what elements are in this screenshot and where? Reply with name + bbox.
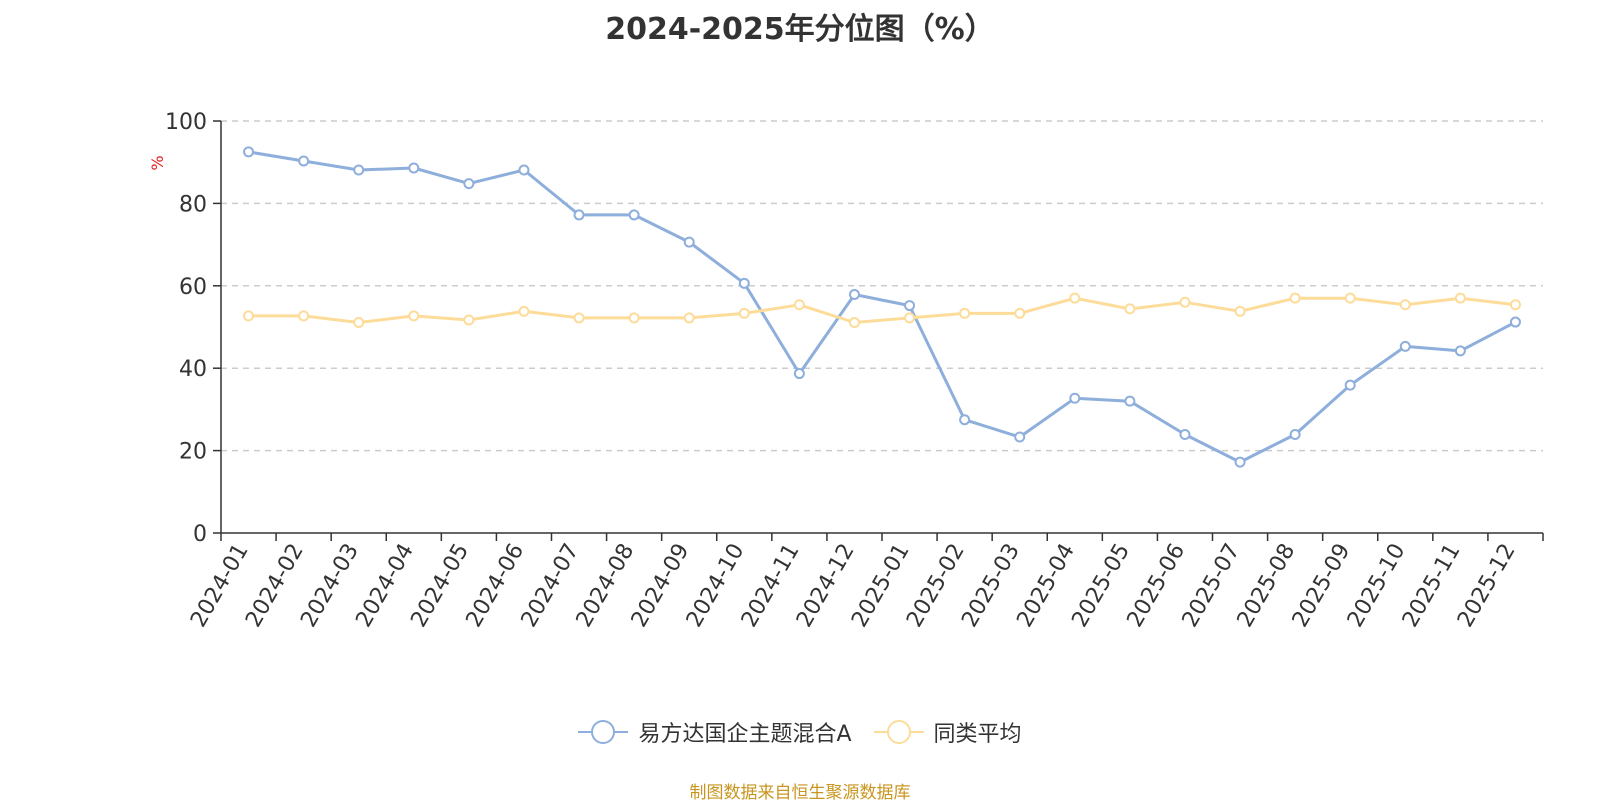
data-point — [738, 277, 750, 289]
axes — [213, 120, 1544, 541]
data-point — [408, 310, 420, 322]
data-point — [573, 209, 585, 221]
y-tick-label: 60 — [179, 275, 207, 300]
legend: 易方达国企主题混合A 同类平均 — [0, 712, 1600, 752]
data-point — [1399, 299, 1411, 311]
data-point — [1454, 292, 1466, 304]
legend-item-fund[interactable]: 易方达国企主题混合A — [578, 716, 852, 748]
data-point — [848, 288, 860, 300]
data-point — [353, 164, 365, 176]
data-source-note: 制图数据来自恒生聚源数据库 — [689, 783, 911, 803]
data-point — [1234, 456, 1246, 468]
data-point — [1454, 345, 1466, 357]
legend-marker-average-icon — [873, 720, 924, 744]
y-tick-label: 100 — [165, 110, 207, 135]
data-point — [1509, 316, 1521, 328]
data-point — [1124, 303, 1136, 315]
data-point — [1509, 299, 1521, 311]
series-lines — [243, 146, 1521, 468]
legend-label-average: 同类平均 — [933, 722, 1022, 747]
data-point — [298, 310, 310, 322]
data-point — [959, 307, 971, 319]
series-line-1 — [248, 296, 1516, 324]
data-point — [793, 368, 805, 380]
data-point — [1014, 431, 1026, 443]
legend-item-average[interactable]: 同类平均 — [873, 716, 1022, 748]
data-point — [518, 164, 530, 176]
legend-marker-fund-icon — [578, 720, 629, 744]
data-point — [1069, 392, 1081, 404]
data-point — [1344, 379, 1356, 391]
data-point — [1289, 292, 1301, 304]
data-point — [1399, 340, 1411, 352]
data-point — [1069, 292, 1081, 304]
data-point — [573, 312, 585, 324]
data-point — [683, 312, 695, 324]
tick-labels: 020406080100%2024-012024-022024-032024-0… — [148, 110, 1521, 632]
y-tick-label: 0 — [193, 522, 207, 547]
data-point — [904, 300, 916, 312]
y-tick-label: 20 — [179, 440, 207, 465]
data-point — [1014, 307, 1026, 319]
data-point — [628, 312, 640, 324]
y-tick-label: 40 — [179, 357, 207, 382]
data-point — [1124, 395, 1136, 407]
series-line-0 — [248, 150, 1517, 464]
data-point — [1344, 292, 1356, 304]
data-point — [243, 310, 255, 322]
chart-title: 2024-2025年分位图（%） — [605, 12, 995, 47]
legend-label-fund: 易方达国企主题混合A — [638, 722, 852, 747]
data-point — [1234, 305, 1246, 317]
data-point — [243, 146, 255, 158]
data-point — [298, 155, 310, 167]
data-point — [518, 305, 530, 317]
data-point — [1179, 296, 1191, 308]
data-point — [1179, 429, 1191, 441]
y-axis-label: % — [148, 155, 167, 170]
data-point — [793, 299, 805, 311]
grid-lines — [221, 120, 1543, 452]
data-point — [904, 312, 916, 324]
data-point — [1289, 429, 1301, 441]
data-point — [628, 209, 640, 221]
data-point — [463, 314, 475, 326]
data-point — [353, 316, 365, 328]
y-tick-label: 80 — [179, 192, 207, 217]
data-point — [683, 236, 695, 248]
data-point — [959, 414, 971, 426]
data-point — [408, 162, 420, 174]
data-point — [848, 316, 860, 328]
data-point — [463, 178, 475, 190]
data-point — [738, 307, 750, 319]
